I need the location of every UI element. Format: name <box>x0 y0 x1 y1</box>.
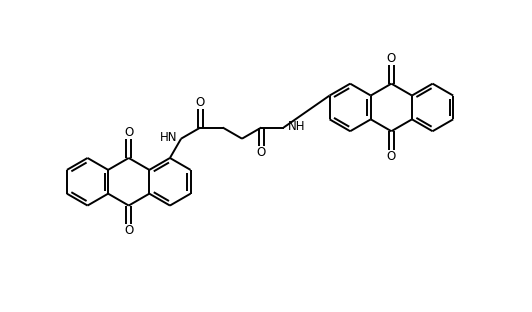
Text: O: O <box>387 150 396 163</box>
Text: O: O <box>196 96 205 109</box>
Text: HN: HN <box>160 131 177 144</box>
Text: O: O <box>124 224 134 237</box>
Text: O: O <box>257 146 266 159</box>
Text: O: O <box>387 52 396 65</box>
Text: O: O <box>124 126 134 139</box>
Text: NH: NH <box>288 120 305 133</box>
